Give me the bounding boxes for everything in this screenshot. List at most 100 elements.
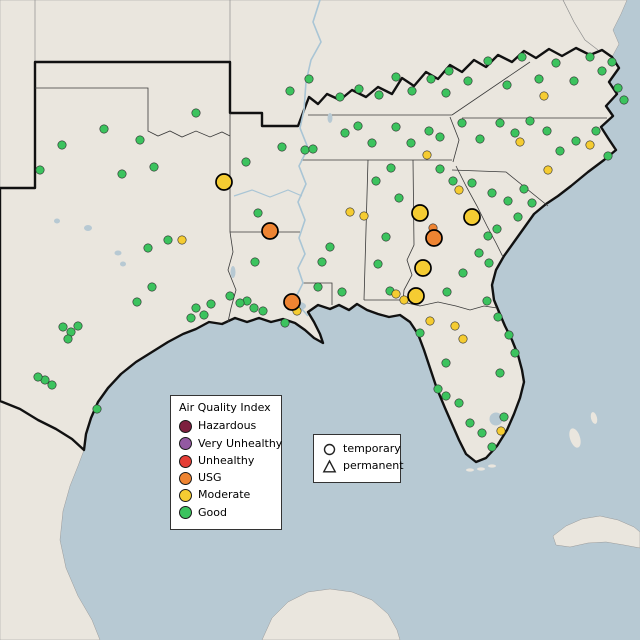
station-marker-moderate — [411, 204, 429, 222]
aqi-legend-item-unhealthy: Unhealthy — [179, 454, 273, 468]
station-marker-good — [499, 412, 509, 422]
station-marker-good — [391, 122, 401, 132]
station-marker-moderate — [496, 426, 506, 436]
station-marker-good — [534, 74, 544, 84]
reservoir — [114, 250, 122, 256]
station-marker-good — [487, 442, 497, 452]
station-marker-good — [135, 135, 145, 145]
station-marker-good — [99, 124, 109, 134]
station-marker-good — [353, 121, 363, 131]
station-marker-good — [435, 164, 445, 174]
station-points-layer — [33, 52, 629, 452]
station-marker-moderate — [515, 137, 525, 147]
aqi-legend-item-moderate: Moderate — [179, 488, 273, 503]
station-marker-good — [354, 84, 364, 94]
station-marker-good — [585, 52, 595, 62]
station-marker-good — [619, 95, 629, 105]
station-marker-good — [335, 92, 345, 102]
station-marker-good — [47, 380, 57, 390]
station-marker-good — [277, 142, 287, 152]
very_unhealthy-swatch-icon — [179, 437, 192, 451]
kentucky-lake — [327, 113, 333, 123]
station-marker-good — [186, 313, 196, 323]
station-marker-good — [391, 72, 401, 82]
aqi-legend-label: USG — [198, 471, 222, 485]
station-marker-moderate — [539, 91, 549, 101]
station-marker-good — [571, 136, 581, 146]
station-marker-good — [483, 231, 493, 241]
station-marker-good — [73, 321, 83, 331]
aqi-legend-title: Air Quality Index — [179, 401, 271, 414]
station-marker-good — [487, 188, 497, 198]
station-marker-moderate — [454, 185, 464, 195]
station-marker-good — [225, 291, 235, 301]
station-marker-good — [441, 88, 451, 98]
station-marker-good — [474, 248, 484, 258]
aqi-legend: Air Quality Index Hazardous Very Unhealth… — [170, 395, 282, 531]
station-marker-good — [513, 212, 523, 222]
reservoir — [84, 225, 92, 231]
station-marker-good — [525, 116, 535, 126]
station-marker-good — [132, 297, 142, 307]
station-marker-good — [206, 299, 216, 309]
station-marker-moderate — [543, 165, 553, 175]
station-marker-good — [510, 348, 520, 358]
station-marker-good — [63, 334, 73, 344]
station-marker-moderate — [399, 295, 409, 305]
station-marker-good — [433, 384, 443, 394]
station-marker-good — [542, 126, 552, 136]
station-marker-good — [374, 90, 384, 100]
background-state-borders — [34, 0, 599, 62]
station-marker-good — [454, 398, 464, 408]
station-marker-good — [258, 306, 268, 316]
station-marker-moderate — [450, 321, 460, 331]
station-marker-good — [235, 298, 245, 308]
station-marker-good — [394, 193, 404, 203]
permanent-marker-icon — [322, 459, 337, 473]
station-marker-good — [424, 126, 434, 136]
station-marker-good — [241, 157, 251, 167]
station-marker-good — [435, 132, 445, 142]
station-marker-good — [458, 268, 468, 278]
station-marker-moderate — [585, 140, 595, 150]
station-marker-good — [367, 138, 377, 148]
aqi-legend-label: Unhealthy — [198, 453, 255, 467]
reservoir — [120, 261, 126, 267]
station-marker-good — [300, 145, 310, 155]
aqi-legend-items: Hazardous Very Unhealthy Unhealthy USG Moder… — [179, 419, 282, 520]
station-marker-moderate — [414, 259, 432, 277]
station-marker-good — [313, 282, 323, 292]
station-marker-good — [406, 138, 416, 148]
station-marker-good — [253, 208, 263, 218]
bahamas-island — [590, 412, 598, 424]
temporary-marker-icon — [323, 443, 336, 456]
station-marker-good — [475, 134, 485, 144]
station-marker-good — [519, 184, 529, 194]
station-marker-good — [613, 83, 623, 93]
station-marker-good — [381, 232, 391, 242]
station-marker-good — [407, 86, 417, 96]
aqi-legend-item-hazardous: Hazardous — [179, 419, 273, 433]
good-swatch-icon — [179, 506, 192, 520]
station-marker-usg — [283, 293, 301, 311]
station-marker-good — [551, 58, 561, 68]
station-marker-good — [280, 318, 290, 328]
station-marker-good — [285, 86, 295, 96]
station-marker-good — [492, 224, 502, 234]
station-marker-good — [426, 74, 436, 84]
station-marker-good — [250, 257, 260, 267]
station-marker-moderate — [177, 235, 187, 245]
marker-type-legend: temporary permanent — [313, 434, 404, 483]
aqi-legend-label: Moderate — [198, 488, 251, 502]
station-marker-good — [304, 74, 314, 84]
station-marker-good — [463, 76, 473, 86]
station-marker-good — [325, 242, 335, 252]
station-marker-good — [495, 368, 505, 378]
unhealthy-swatch-icon — [179, 454, 192, 468]
station-marker-good — [591, 126, 601, 136]
station-marker-moderate — [422, 150, 432, 160]
station-marker-good — [527, 198, 537, 208]
station-marker-good — [569, 76, 579, 86]
station-marker-good — [147, 282, 157, 292]
station-marker-good — [510, 128, 520, 138]
